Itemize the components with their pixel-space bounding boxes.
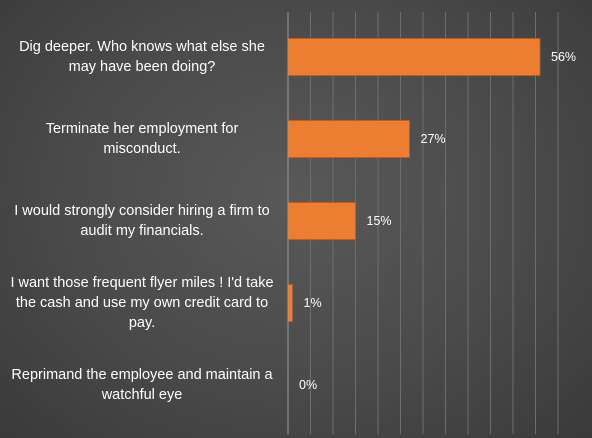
data-label: 56%	[551, 50, 577, 64]
category-label: Reprimand the employee and maintain a wa…	[11, 367, 273, 403]
category-label: Terminate her employment for misconduct.	[45, 121, 239, 157]
data-label: 0%	[299, 378, 318, 392]
category-label: I want those frequent flyer miles ! I'd …	[10, 275, 274, 331]
data-label: 15%	[366, 214, 392, 228]
bar	[287, 202, 356, 240]
bar	[287, 38, 541, 76]
data-label: 1%	[303, 296, 322, 310]
bar	[287, 120, 410, 158]
category-label: I would strongly consider hiring a firm …	[14, 203, 270, 239]
bar	[287, 284, 293, 322]
category-label: Dig deeper. Who knows what else she may …	[19, 39, 265, 75]
data-label: 27%	[420, 132, 446, 146]
